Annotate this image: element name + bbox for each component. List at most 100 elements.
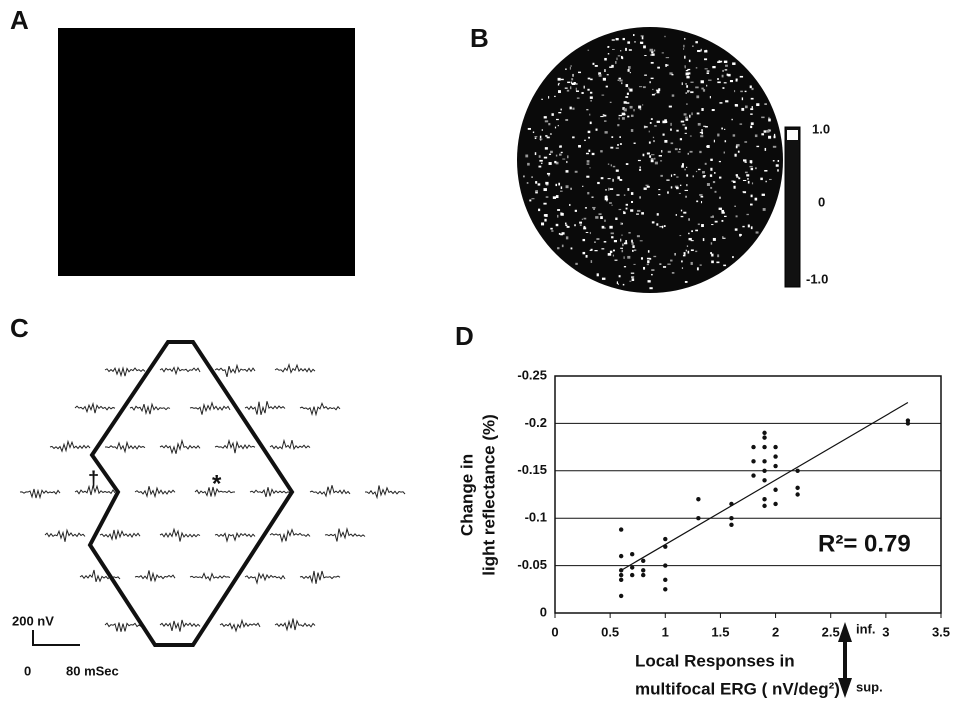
colorbar-top xyxy=(787,130,798,140)
noise-dot xyxy=(685,118,688,120)
noise-dot xyxy=(558,183,560,186)
noise-dot xyxy=(681,165,684,167)
noise-dot xyxy=(701,132,703,134)
noise-dot xyxy=(654,158,655,160)
noise-dot xyxy=(538,183,541,185)
data-point xyxy=(663,578,667,582)
noise-dot xyxy=(686,174,688,176)
noise-dot xyxy=(639,86,642,87)
data-point xyxy=(619,578,623,582)
noise-dot xyxy=(613,166,615,167)
erg-trace xyxy=(160,441,200,454)
y-axis-label: Change in xyxy=(457,454,476,536)
noise-dot xyxy=(719,60,720,62)
noise-dot xyxy=(751,98,754,100)
noise-dot xyxy=(679,235,681,236)
noise-dot xyxy=(581,92,583,94)
noise-dot xyxy=(567,90,569,92)
erg-trace xyxy=(325,529,365,542)
data-point xyxy=(641,573,645,577)
noise-dot xyxy=(649,155,651,158)
noise-dot xyxy=(745,172,748,174)
noise-dot xyxy=(631,192,633,195)
noise-dot xyxy=(681,121,684,123)
fundus-image xyxy=(58,28,355,276)
noise-dot xyxy=(629,49,632,50)
erg-trace xyxy=(20,489,60,498)
noise-dot xyxy=(558,90,561,93)
noise-dot xyxy=(546,184,548,185)
noise-dot xyxy=(561,152,563,153)
erg-trace xyxy=(275,365,315,373)
noise-dot xyxy=(596,129,598,131)
noise-dot xyxy=(627,188,629,191)
noise-dot xyxy=(637,235,640,237)
noise-dot xyxy=(698,169,701,170)
noise-dot xyxy=(626,84,629,87)
noise-dot xyxy=(558,125,559,126)
region-outline xyxy=(90,342,292,645)
data-point xyxy=(630,573,634,577)
data-point xyxy=(619,527,623,531)
noise-dot xyxy=(676,214,677,216)
data-point xyxy=(762,469,766,473)
noise-dot xyxy=(760,178,763,180)
noise-dot xyxy=(600,216,603,219)
erg-trace xyxy=(215,441,255,453)
noise-dot xyxy=(623,38,625,40)
noise-dot xyxy=(593,63,595,65)
data-point xyxy=(663,537,667,541)
noise-dot xyxy=(594,241,595,242)
noise-dot xyxy=(616,194,619,195)
noise-dot xyxy=(600,116,603,117)
noise-dot xyxy=(566,185,569,188)
noise-dot xyxy=(543,203,546,205)
noise-dot xyxy=(696,95,699,98)
noise-dot xyxy=(667,264,670,265)
noise-dot xyxy=(647,186,650,188)
noise-dot xyxy=(636,213,639,214)
noise-dot xyxy=(650,49,653,52)
noise-dot xyxy=(651,274,653,275)
noise-dot xyxy=(679,149,681,150)
data-point xyxy=(773,464,777,468)
noise-dot xyxy=(678,151,681,152)
noise-dot xyxy=(601,248,604,249)
noise-dot xyxy=(750,204,753,206)
noise-dot xyxy=(633,34,634,36)
noise-dot xyxy=(687,69,690,70)
noise-dot xyxy=(640,240,643,241)
noise-dot xyxy=(577,97,580,98)
data-point xyxy=(641,568,645,572)
noise-dot xyxy=(590,122,592,124)
noise-dot xyxy=(587,192,589,194)
noise-dot xyxy=(572,136,574,138)
noise-dot xyxy=(554,161,556,163)
data-point xyxy=(663,587,667,591)
data-point xyxy=(762,435,766,439)
data-point xyxy=(762,431,766,435)
noise-dot xyxy=(615,218,617,220)
noise-dot xyxy=(649,131,650,133)
noise-dot xyxy=(583,239,586,241)
noise-dot xyxy=(751,195,753,198)
noise-dot xyxy=(707,70,710,71)
noise-dot xyxy=(719,102,722,103)
data-point xyxy=(751,473,755,477)
noise-dot xyxy=(638,160,641,161)
noise-dot xyxy=(765,148,766,151)
noise-dot xyxy=(773,160,775,161)
colorbar-label: 1.0 xyxy=(812,121,830,136)
noise-dot xyxy=(587,160,590,163)
noise-dot xyxy=(611,136,613,138)
noise-dot xyxy=(650,122,652,124)
noise-dot xyxy=(557,247,559,249)
noise-dot xyxy=(653,256,656,257)
noise-dot xyxy=(605,131,608,133)
noise-dot xyxy=(774,136,776,139)
noise-dot xyxy=(722,70,724,72)
noise-dot xyxy=(617,144,619,146)
noise-dot xyxy=(724,61,727,63)
noise-dot xyxy=(653,137,654,138)
noise-dot xyxy=(712,109,715,111)
